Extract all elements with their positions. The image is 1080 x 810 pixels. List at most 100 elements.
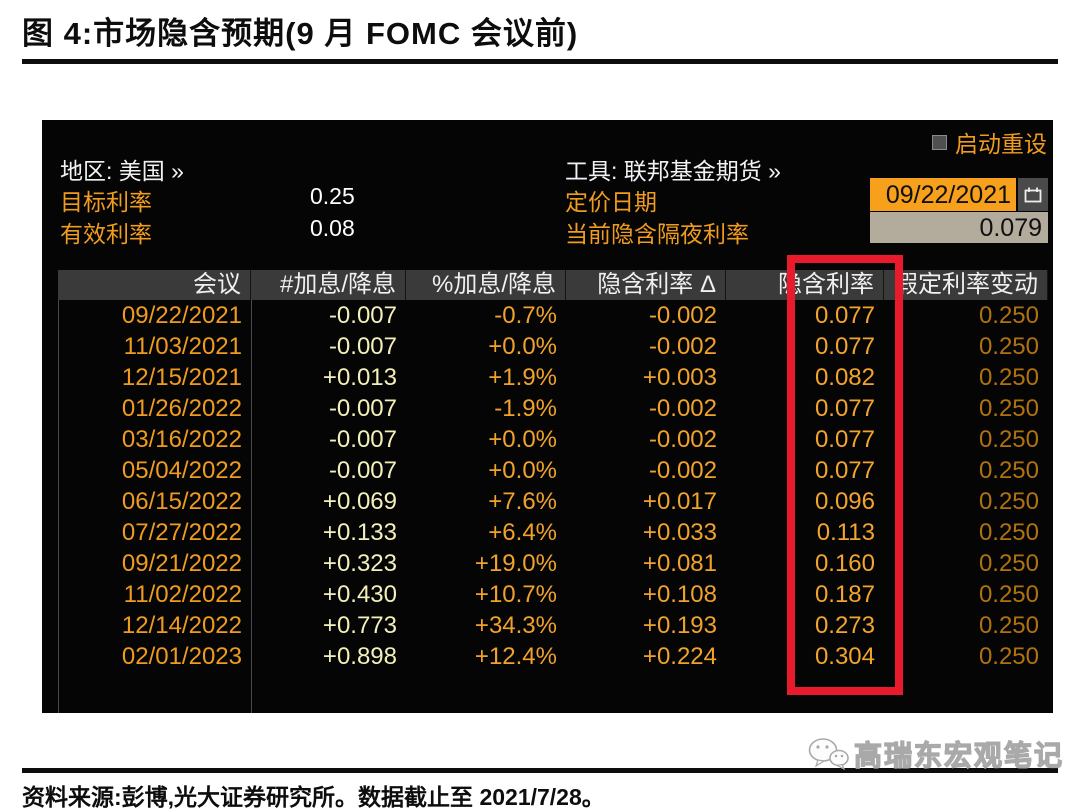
meeting-date-cell[interactable]: 12/14/2022 <box>121 611 242 639</box>
table-row: 12/14/2022 +0.773 +34.3% +0.193 0.273 0.250 <box>58 610 1048 641</box>
table-left-border <box>58 270 59 713</box>
table-cell: +34.3% <box>474 611 557 639</box>
table-row: 07/27/2022 +0.133 +6.4% +0.033 0.113 0.250 <box>58 517 1048 548</box>
meeting-column-separator <box>251 270 252 713</box>
meeting-date-cell[interactable]: 12/15/2021 <box>121 363 242 391</box>
meeting-date-cell[interactable]: 06/15/2022 <box>121 487 242 515</box>
meeting-date-cell[interactable]: 09/21/2022 <box>121 549 242 577</box>
table-cell: 0.250 <box>978 549 1039 577</box>
table-cell: +0.430 <box>322 580 397 608</box>
table-cell: 0.250 <box>978 518 1039 546</box>
meeting-date-cell[interactable]: 11/03/2021 <box>123 332 242 360</box>
table-cell: +0.003 <box>642 363 717 391</box>
meetings-table-body: 09/22/2021 -0.007 -0.7% -0.002 0.077 0.250 11/… <box>58 300 1048 672</box>
meeting-date-cell[interactable]: 02/01/2023 <box>121 642 242 670</box>
table-cell: -0.007 <box>328 301 397 329</box>
table-cell: 0.077 <box>814 394 875 422</box>
table-cell: 0.250 <box>978 580 1039 608</box>
table-cell: 0.077 <box>814 332 875 360</box>
column-header: 隐含利率 Δ <box>566 270 726 300</box>
table-cell: +0.017 <box>642 487 717 515</box>
table-cell: 0.250 <box>978 301 1039 329</box>
table-cell: +0.773 <box>322 611 397 639</box>
table-cell: +0.133 <box>322 518 397 546</box>
calendar-button[interactable] <box>1018 178 1048 211</box>
meeting-date-cell[interactable]: 11/02/2022 <box>123 580 242 608</box>
table-cell: +0.013 <box>322 363 397 391</box>
table-cell: -0.007 <box>328 456 397 484</box>
effective-rate-label: 有效利率 <box>60 221 152 247</box>
meeting-date-cell[interactable]: 03/16/2022 <box>121 425 242 453</box>
table-cell: 0.113 <box>816 518 875 546</box>
implied-overnight-value: 0.079 <box>870 212 1048 243</box>
table-cell: 0.250 <box>978 456 1039 484</box>
table-cell: 0.077 <box>814 301 875 329</box>
table-cell: 0.077 <box>814 456 875 484</box>
table-cell: +0.193 <box>642 611 717 639</box>
watermark-text: 高瑞东宏观笔记 <box>853 739 1064 771</box>
watermark: 高瑞东宏观笔记 <box>806 734 1064 774</box>
table-cell: -0.002 <box>648 332 717 360</box>
table-cell: +0.081 <box>642 549 717 577</box>
instrument-selector[interactable]: 工具: 联邦基金期货 » <box>565 158 781 184</box>
table-cell: -0.7% <box>494 301 557 329</box>
effective-rate-value: 0.08 <box>310 215 355 241</box>
meeting-date-cell[interactable]: 01/26/2022 <box>121 394 242 422</box>
bloomberg-terminal-panel: 启动重设 地区: 美国 » 目标利率 0.25 有效利率 0.08 工具: 联邦… <box>42 120 1053 713</box>
table-cell: -0.007 <box>328 332 397 360</box>
table-row: 06/15/2022 +0.069 +7.6% +0.017 0.096 0.250 <box>58 486 1048 517</box>
table-cell: +0.069 <box>322 487 397 515</box>
source-divider <box>22 768 1058 773</box>
table-cell: 0.250 <box>978 425 1039 453</box>
reset-checkbox[interactable] <box>932 134 947 150</box>
meeting-date-cell[interactable]: 07/27/2022 <box>121 518 242 546</box>
page-title: 图 4:市场隐含预期(9 月 FOMC 会议前) <box>22 16 579 51</box>
table-cell: -0.002 <box>648 456 717 484</box>
table-cell: 0.250 <box>978 487 1039 515</box>
implied-rate-highlight-box <box>787 255 903 695</box>
table-cell: +0.108 <box>642 580 717 608</box>
table-cell: +0.898 <box>322 642 397 670</box>
source-note: 资料来源:彭博,光大证券研究所。数据截止至 2021/7/28。 <box>22 784 605 810</box>
table-row: 05/04/2022 -0.007 +0.0% -0.002 0.077 0.250 <box>58 455 1048 486</box>
pricing-date-input[interactable]: 09/22/2021 <box>870 178 1016 211</box>
wechat-logo-icon <box>808 738 849 771</box>
title-divider <box>22 59 1058 64</box>
table-row: 03/16/2022 -0.007 +0.0% -0.002 0.077 0.250 <box>58 424 1048 455</box>
table-cell: 0.250 <box>978 363 1039 391</box>
table-cell: 0.250 <box>978 642 1039 670</box>
table-cell: 0.273 <box>814 611 875 639</box>
target-rate-value: 0.25 <box>310 183 355 209</box>
meeting-date-cell[interactable]: 05/04/2022 <box>121 456 242 484</box>
meetings-table: 会议 #加息/降息 %加息/降息 隐含利率 Δ 隐含利率 假定利率变动 09/22/202… <box>58 270 1048 672</box>
table-cell: 0.250 <box>978 332 1039 360</box>
column-header: 假定利率变动 <box>884 270 1048 300</box>
table-cell: 0.304 <box>814 642 875 670</box>
table-cell: +19.0% <box>474 549 557 577</box>
table-cell: -0.007 <box>328 425 397 453</box>
column-header: 会议 <box>58 270 251 300</box>
table-cell: 0.250 <box>978 611 1039 639</box>
reset-label[interactable]: 启动重设 <box>955 131 1047 157</box>
table-cell: 0.187 <box>814 580 875 608</box>
table-row: 09/22/2021 -0.007 -0.7% -0.002 0.077 0.250 <box>58 300 1048 331</box>
table-cell: +12.4% <box>474 642 557 670</box>
table-row: 09/21/2022 +0.323 +19.0% +0.081 0.160 0.250 <box>58 548 1048 579</box>
pricing-date-label: 定价日期 <box>565 189 657 215</box>
region-selector[interactable]: 地区: 美国 » <box>60 158 184 184</box>
table-cell: 0.160 <box>814 549 875 577</box>
reset-control: 启动重设 <box>932 125 1047 159</box>
table-cell: 0.096 <box>814 487 875 515</box>
table-cell: +1.9% <box>488 363 557 391</box>
calendar-icon <box>1024 187 1042 202</box>
table-row: 12/15/2021 +0.013 +1.9% +0.003 0.082 0.250 <box>58 362 1048 393</box>
table-cell: -0.002 <box>648 394 717 422</box>
table-cell: +6.4% <box>488 518 557 546</box>
table-cell: 0.077 <box>814 425 875 453</box>
table-row: 01/26/2022 -0.007 -1.9% -0.002 0.077 0.250 <box>58 393 1048 424</box>
implied-overnight-label: 当前隐含隔夜利率 <box>565 221 749 247</box>
column-header: %加息/降息 <box>406 270 566 300</box>
meeting-date-cell[interactable]: 09/22/2021 <box>121 301 242 329</box>
table-cell: -1.9% <box>494 394 557 422</box>
